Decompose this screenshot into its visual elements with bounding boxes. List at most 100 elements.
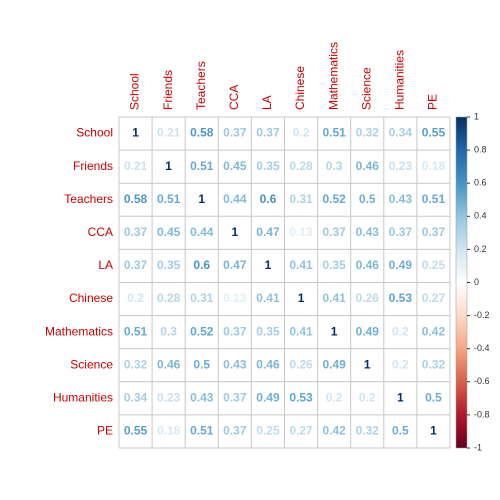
cell-value: 0.51 [322,126,346,140]
column-label: Teachers [194,61,208,110]
cell-value: 0.2 [392,357,409,371]
cell-value: 0.2 [392,324,409,338]
colorbar-tick-label: -0.2 [474,310,490,320]
cell-value: 0.6 [193,258,210,272]
cell-value: 1 [397,391,404,405]
cell-value: 1 [331,324,338,338]
row-label: CCA [88,225,113,239]
cell-value: 0.13 [223,291,247,305]
cell-value: 0.27 [289,424,313,438]
column-label: Mathematics [326,42,340,110]
cell-value: 0.3 [160,324,177,338]
cell-value: 1 [265,258,272,272]
cell-value: 0.2 [293,126,310,140]
cell-value: 0.43 [223,357,247,371]
cell-value: 0.5 [425,391,442,405]
cell-value: 0.31 [190,291,214,305]
cell-value: 0.58 [190,126,214,140]
cell-value: 0.46 [157,357,181,371]
cell-value: 1 [198,192,205,206]
cell-value: 1 [430,424,437,438]
cell-value: 0.32 [356,126,380,140]
colorbar-tick-label: 1 [474,111,479,121]
cell-value: 0.49 [356,324,380,338]
cell-value: 0.35 [256,324,280,338]
cell-value: 0.5 [193,357,210,371]
cell-value: 0.6 [260,192,277,206]
cell-value: 0.27 [422,291,446,305]
cell-value: 0.37 [124,258,148,272]
cell-value: 0.18 [422,159,446,173]
cell-value: 0.35 [322,258,346,272]
cell-value: 0.37 [223,424,247,438]
cell-value: 0.43 [389,192,413,206]
cell-value: 0.41 [289,324,313,338]
cell-value: 0.37 [422,225,446,239]
cell-value: 0.28 [157,291,181,305]
colorbar-tick-label: 0.2 [474,244,487,254]
cell-value: 1 [165,159,172,173]
cell-value: 0.41 [289,258,313,272]
cell-value: 0.32 [356,424,380,438]
cell-value: 0.47 [256,225,280,239]
cell-value: 0.28 [289,159,313,173]
cell-value: 0.53 [389,291,413,305]
cell-value: 0.51 [190,424,214,438]
column-label: Chinese [293,66,307,110]
column-label: LA [260,95,274,110]
cell-value: 0.18 [157,424,181,438]
cell-value: 0.37 [223,324,247,338]
cell-value: 0.21 [124,159,148,173]
row-label: School [76,126,113,140]
cell-value: 0.37 [389,225,413,239]
cell-value: 0.44 [223,192,247,206]
colorbar-tick-label: -0.6 [474,376,490,386]
cell-value: 0.43 [356,225,380,239]
cell-value: 0.51 [157,192,181,206]
cell-value: 0.53 [289,391,313,405]
row-label: Chinese [69,291,113,305]
cell-value: 0.37 [322,225,346,239]
cell-value: 0.44 [190,225,214,239]
cell-value: 0.46 [356,159,380,173]
cell-value: 0.37 [256,126,280,140]
cell-value: 0.37 [223,126,247,140]
cell-value: 0.37 [124,225,148,239]
cell-value: 0.49 [389,258,413,272]
column-label: School [128,73,142,110]
cell-value: 0.23 [157,391,181,405]
cell-value: 0.51 [124,324,148,338]
row-label: Friends [73,159,113,173]
cell-value: 0.43 [190,391,214,405]
column-label: Humanities [393,50,407,110]
cell-value: 0.42 [422,324,446,338]
colorbar-tick-label: -1 [474,442,482,452]
row-label: Humanities [53,391,113,405]
cell-value: 1 [232,225,239,239]
cell-value: 0.13 [289,225,313,239]
cell-value: 1 [132,126,139,140]
colorbar-tick-label: 0.8 [474,144,487,154]
cell-value: 0.21 [157,126,181,140]
colorbar [455,116,468,449]
cell-value: 0.3 [326,159,343,173]
cell-value: 0.55 [124,424,148,438]
cell-value: 0.41 [256,291,280,305]
colorbar-tick-label: 0.6 [474,178,487,188]
cell-value: 0.34 [124,391,148,405]
row-label: Mathematics [45,324,113,338]
cell-value: 0.45 [223,159,247,173]
cell-value: 0.23 [389,159,413,173]
cell-value: 0.31 [289,192,313,206]
cell-value: 0.35 [157,258,181,272]
cell-value: 0.2 [359,391,376,405]
row-label: Teachers [64,192,113,206]
cell-value: 0.51 [422,192,446,206]
cell-value: 0.5 [359,192,376,206]
cell-value: 0.45 [157,225,181,239]
cell-value: 0.35 [256,159,280,173]
cell-value: 0.2 [326,391,343,405]
cell-value: 0.51 [190,159,214,173]
cell-value: 0.47 [223,258,247,272]
